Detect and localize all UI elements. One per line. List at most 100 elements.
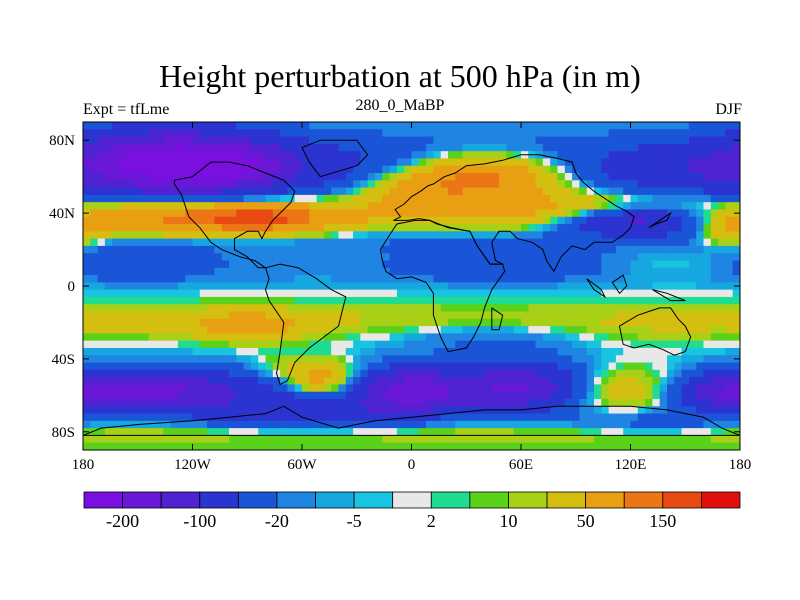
field-cell (710, 413, 719, 422)
field-cell (199, 267, 208, 276)
field-cell (404, 398, 413, 407)
field-cell (236, 311, 245, 320)
field-cell (477, 311, 486, 320)
field-cell (564, 122, 573, 130)
field-cell (469, 384, 478, 393)
field-cell (521, 275, 529, 283)
field-cell (601, 209, 610, 218)
field-cell (608, 384, 617, 393)
field-cell (696, 347, 705, 356)
field-cell (345, 143, 354, 152)
field-cell (396, 442, 405, 450)
field-cell (448, 362, 456, 371)
field-cell (630, 384, 639, 393)
field-cell (513, 173, 522, 181)
field-cell (97, 180, 106, 189)
field-cell (112, 260, 121, 269)
field-cell (433, 194, 442, 203)
field-cell (302, 398, 310, 407)
field-cell (236, 406, 245, 415)
field-cell (484, 238, 493, 247)
field-cell (83, 187, 91, 196)
field-cell (367, 398, 376, 407)
field-cell (462, 180, 471, 189)
field-cell (499, 158, 507, 167)
field-cell (703, 216, 712, 225)
field-cell (681, 289, 690, 298)
field-cell (426, 384, 434, 393)
field-cell (214, 165, 223, 174)
field-cell (141, 311, 150, 320)
field-cell (345, 369, 354, 378)
field-cell (338, 224, 347, 232)
field-cell (630, 296, 639, 305)
field-cell (331, 275, 340, 283)
field-cell (177, 187, 186, 196)
field-cell (258, 267, 267, 276)
field-cell (104, 260, 113, 269)
field-cell (696, 158, 705, 167)
field-cell (513, 231, 522, 240)
colorbar-swatch (160, 491, 201, 509)
field-cell (331, 187, 340, 196)
field-cell (156, 187, 164, 196)
field-cell (579, 267, 588, 276)
field-cell (550, 129, 559, 138)
field-cell (601, 231, 610, 240)
field-cell (375, 158, 383, 167)
field-cell (214, 311, 223, 320)
field-cell (214, 136, 223, 145)
field-cell (177, 122, 186, 130)
field-cell (586, 173, 595, 181)
field-cell (177, 347, 186, 356)
field-cell (294, 369, 303, 378)
field-cell (448, 187, 456, 196)
field-cell (360, 398, 369, 407)
field-cell (688, 442, 697, 450)
field-cell (469, 143, 478, 152)
field-cell (550, 347, 559, 356)
field-cell (491, 304, 500, 313)
field-cell (732, 318, 740, 327)
field-cell (674, 355, 683, 364)
field-cell (601, 202, 610, 211)
field-cell (557, 362, 566, 371)
field-cell (185, 333, 194, 342)
field-cell (170, 231, 179, 240)
field-cell (389, 428, 398, 437)
field-cell (287, 318, 296, 327)
field-cell (725, 413, 734, 422)
field-cell (579, 435, 588, 444)
field-cell (141, 391, 150, 400)
field-cell (681, 165, 690, 174)
field-cell (177, 238, 186, 247)
field-cell (229, 289, 237, 298)
field-cell (396, 362, 405, 371)
field-cell (316, 413, 325, 422)
field-cell (433, 129, 442, 138)
field-cell (513, 304, 522, 313)
field-cell (258, 282, 267, 291)
field-cell (353, 333, 361, 342)
field-cell (601, 311, 610, 320)
field-cell (542, 435, 551, 444)
field-cell (199, 355, 208, 364)
field-cell (156, 209, 164, 218)
field-cell (506, 158, 515, 167)
field-cell (557, 238, 566, 247)
field-cell (630, 333, 639, 342)
field-cell (499, 151, 507, 160)
field-cell (214, 245, 223, 254)
continent-outline (619, 307, 692, 356)
field-cell (302, 158, 310, 167)
field-cell (703, 442, 712, 450)
field-cell (681, 296, 690, 305)
field-cell (287, 253, 296, 262)
field-cell (236, 355, 245, 364)
field-cell (645, 158, 653, 167)
field-cell (484, 224, 493, 232)
field-cell (645, 122, 653, 130)
field-cell (455, 238, 464, 247)
field-cell (469, 122, 478, 130)
field-cell (134, 216, 142, 225)
